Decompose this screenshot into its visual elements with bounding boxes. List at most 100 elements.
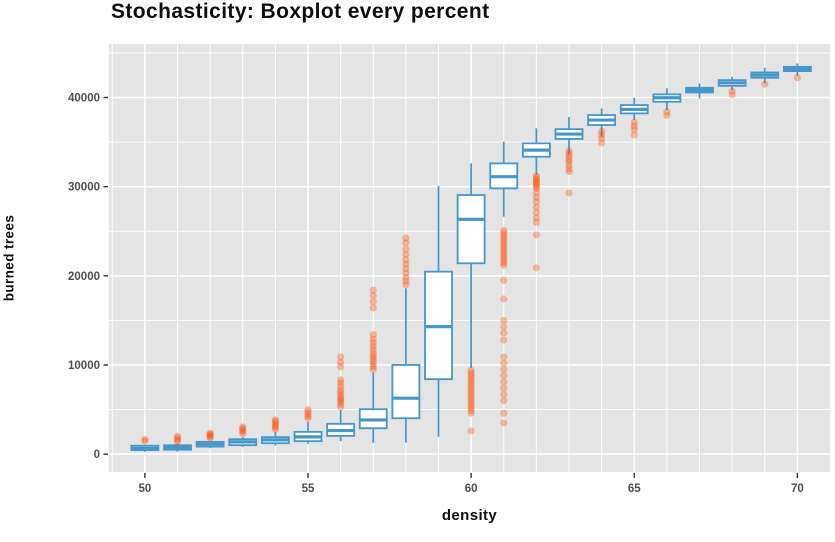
outlier-point [239,424,247,432]
boxplot-density-64 [587,108,617,147]
outlier-point [532,214,540,222]
outlier-point [532,174,540,182]
outlier-point [467,388,475,396]
outlier-point [500,323,508,331]
outlier-point [532,177,540,185]
outlier-point [369,291,377,300]
outlier-point [630,131,638,139]
boxplot-density-53 [228,423,258,447]
boxplot-density-58 [391,234,421,443]
outlier-point [369,339,377,347]
outlier-point [565,161,573,169]
outlier-point [173,438,182,446]
outlier-point [337,389,345,397]
outlier-point [500,384,508,392]
outlier-point [500,365,508,374]
outlier-point [565,155,573,163]
outlier-point [500,256,508,264]
outlier-point [500,229,508,237]
outlier-point [239,423,247,431]
outlier-point [304,405,312,414]
boxplot-density-66 [652,88,682,119]
outlier-point [304,410,312,418]
outlier-point [532,175,540,184]
box [456,194,486,265]
outlier-point [500,336,508,344]
outlier-point [173,436,182,444]
boxplot-density-57 [358,286,388,443]
outlier-point [532,198,540,206]
outlier-point [369,349,377,358]
outlier-point [271,425,279,433]
outlier-point [369,331,377,339]
outlier-point [467,427,475,435]
outlier-point [500,409,508,417]
y-tick-label-0: 0 [94,449,100,461]
outlier-point [337,353,345,361]
outlier-point [467,374,475,382]
outlier-point [500,240,508,248]
outlier-point [467,396,475,404]
outlier-point [532,184,540,193]
outlier-point [500,248,508,256]
x-tick-label-65: 65 [628,483,641,495]
x-tick-label-60: 60 [465,483,478,495]
outlier-point [206,429,214,437]
boxplot-density-50 [130,435,160,452]
outlier-point [369,346,377,354]
outlier-point [565,152,573,160]
outlier-point [467,393,475,401]
outlier-point [467,369,475,377]
outlier-point [304,412,312,420]
outlier-point [369,298,377,306]
outlier-point [500,419,508,427]
outlier-point [239,426,247,434]
outlier-point [206,434,214,442]
outlier-point [630,118,638,127]
outlier-point [402,281,410,289]
x-axis-title: density [441,507,498,524]
box [391,364,421,420]
outlier-point [369,360,377,368]
outlier-point [630,126,638,134]
outlier-point [500,390,508,399]
outlier-point [532,179,540,187]
outlier-point [337,382,345,390]
outlier-point [402,245,410,253]
outlier-point [565,150,573,158]
boxplot-density-67 [685,83,714,99]
outlier-point [500,261,508,269]
outlier-point [728,87,736,95]
outlier-point [500,253,508,261]
outlier-point [500,397,508,405]
outlier-point [500,316,508,325]
outlier-point [337,386,345,394]
y-tick-label-20000: 20000 [68,271,100,283]
outlier-point [500,237,508,245]
outlier-point [500,372,508,380]
x-tick-label-50: 50 [138,483,151,495]
outlier-point [467,385,475,393]
outlier-point [337,400,345,408]
outlier-point [500,353,508,361]
outlier-point [467,398,475,407]
outlier-point [271,419,279,428]
outlier-point [728,91,736,99]
outlier-point [141,435,149,444]
outlier-point [500,250,508,259]
y-tick-label-10000: 10000 [68,360,100,372]
boxplot-density-63 [554,117,584,197]
boxplot-density-69 [750,67,780,88]
outlier-point [271,417,279,425]
outlier-point [532,172,540,180]
outlier-point [467,372,475,380]
outlier-point [337,394,345,402]
outlier-point [565,158,573,166]
outlier-point [467,380,475,388]
y-tick-label-30000: 30000 [68,182,100,194]
outlier-point [532,193,540,201]
outlier-point [239,430,247,438]
outlier-point [467,377,475,385]
outlier-point [663,111,671,119]
